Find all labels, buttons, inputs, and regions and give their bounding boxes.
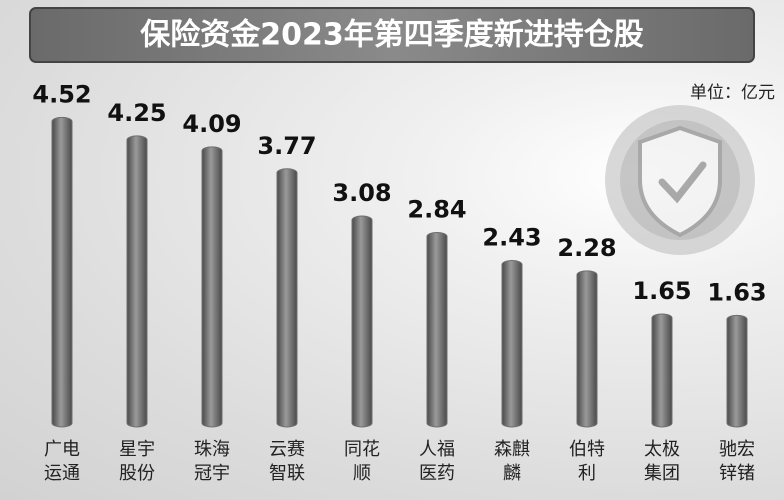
x-tick-label: 星宇股份 bbox=[119, 439, 155, 484]
shield-icon bbox=[605, 105, 755, 255]
bar bbox=[351, 215, 373, 428]
bar bbox=[501, 260, 523, 428]
value-label: 3.08 bbox=[332, 179, 391, 207]
value-label: 2.28 bbox=[557, 234, 616, 262]
x-tick-label: 伯特利 bbox=[569, 439, 605, 484]
value-label: 2.43 bbox=[482, 224, 541, 252]
x-tick-label: 云赛智联 bbox=[269, 439, 305, 484]
bar bbox=[576, 270, 598, 428]
x-tick-label: 太极集团 bbox=[644, 439, 680, 484]
value-label: 3.77 bbox=[257, 132, 316, 160]
unit-label: 单位：亿元 bbox=[690, 83, 775, 103]
value-label: 4.09 bbox=[182, 110, 241, 138]
x-tick-label: 同花顺 bbox=[344, 439, 380, 484]
title-bar bbox=[29, 7, 755, 63]
bar bbox=[51, 116, 73, 428]
bar bbox=[726, 314, 748, 428]
bar bbox=[276, 168, 298, 428]
x-tick-label: 珠海冠宇 bbox=[194, 439, 230, 484]
x-tick-label: 森麒麟 bbox=[494, 439, 530, 484]
chart-title: 保险资金2023年第四季度新进持仓股 bbox=[140, 18, 644, 53]
bar bbox=[201, 146, 223, 428]
value-label: 4.52 bbox=[32, 80, 91, 108]
value-label: 1.65 bbox=[632, 277, 691, 305]
value-label: 4.25 bbox=[107, 99, 166, 127]
x-tick-label: 驰宏锌锗 bbox=[719, 439, 755, 484]
bar bbox=[651, 313, 673, 428]
value-label: 1.63 bbox=[707, 278, 766, 306]
bar bbox=[126, 135, 148, 428]
bar bbox=[426, 231, 448, 428]
x-tick-label: 人福医药 bbox=[419, 439, 455, 484]
value-label: 2.84 bbox=[407, 195, 466, 223]
x-tick-label: 广电运通 bbox=[44, 439, 80, 484]
